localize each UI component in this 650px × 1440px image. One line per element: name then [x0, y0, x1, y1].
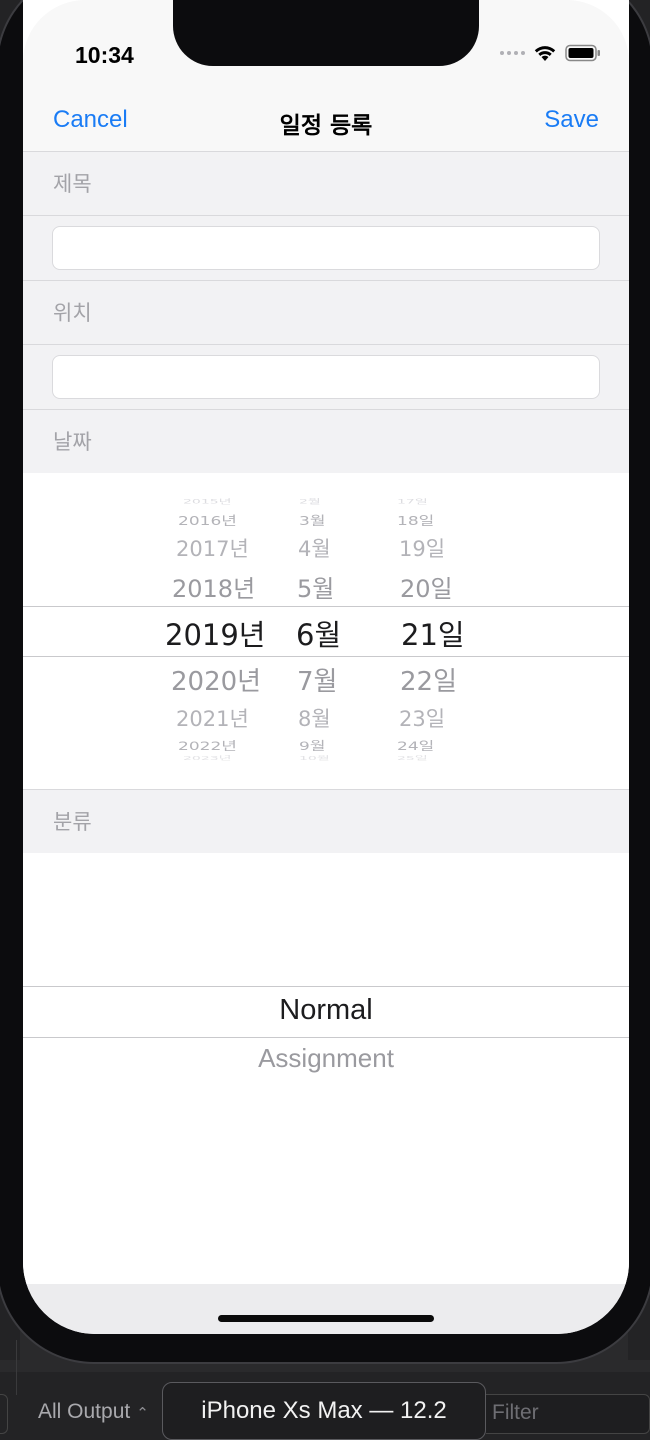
- category-option-selected[interactable]: Normal: [279, 994, 373, 1026]
- picker-edge-row: 2015년: [183, 497, 232, 506]
- simulator-screen: 10:34 Cancel 일정 등록 Save 제목 위치 날짜: [23, 0, 629, 1334]
- date-label: 날짜: [53, 430, 92, 454]
- picker-year-selected[interactable]: 2019년: [165, 618, 266, 652]
- category-picker[interactable]: Normal Assignment: [23, 853, 629, 1284]
- filter-input[interactable]: Filter: [486, 1394, 650, 1434]
- picker-selection-top: [23, 606, 629, 607]
- picker-edge-row: 25일: [397, 755, 428, 762]
- output-label: All Output: [38, 1400, 131, 1423]
- wifi-icon: [534, 46, 556, 61]
- title-field-row: [23, 215, 629, 280]
- location-label: 위치: [53, 301, 92, 325]
- location-section-header: 위치: [23, 280, 629, 344]
- picker-month-selected[interactable]: 6월: [296, 618, 342, 652]
- xcode-left-field: [0, 1394, 8, 1434]
- title-section-header: 제목: [23, 151, 629, 215]
- location-field-row: [23, 344, 629, 409]
- picker-edge-row: 2월: [299, 497, 321, 506]
- category-option[interactable]: Assignment: [258, 1043, 394, 1073]
- picker-month-item[interactable]: 4월: [298, 537, 331, 561]
- picker-selection-bottom: [23, 1037, 629, 1038]
- picker-day-item[interactable]: 20일: [400, 575, 453, 603]
- picker-day-item[interactable]: 23일: [399, 707, 446, 731]
- status-icons: [500, 44, 601, 62]
- picker-day-item[interactable]: 22일: [400, 667, 458, 697]
- picker-month-item[interactable]: 7월: [297, 667, 338, 697]
- title-label: 제목: [53, 172, 92, 196]
- status-time: 10:34: [75, 42, 134, 68]
- picker-year-item[interactable]: 2021년: [176, 707, 249, 731]
- picker-day-item[interactable]: 19일: [399, 537, 446, 561]
- battery-icon: [565, 44, 600, 62]
- save-button[interactable]: Save: [544, 106, 599, 133]
- home-indicator[interactable]: [218, 1315, 434, 1322]
- picker-edge-row: 10월: [299, 755, 330, 762]
- category-label: 분류: [53, 810, 92, 834]
- cancel-button[interactable]: Cancel: [53, 106, 128, 133]
- picker-selection-bottom: [23, 656, 629, 657]
- picker-day-item[interactable]: 24일: [397, 739, 435, 754]
- picker-month-item[interactable]: 5월: [297, 575, 335, 603]
- notch: [173, 0, 479, 66]
- picker-year-item[interactable]: 2022년: [178, 739, 237, 754]
- date-section-header: 날짜: [23, 409, 629, 473]
- output-selector[interactable]: All Output ⌃: [38, 1400, 149, 1424]
- picker-month-item[interactable]: 3월: [299, 513, 326, 529]
- picker-selection-top: [23, 986, 629, 987]
- signal-icon: [500, 51, 525, 55]
- page-title: 일정 등록: [279, 113, 373, 139]
- picker-year-item[interactable]: 2017년: [176, 537, 249, 561]
- location-input[interactable]: [52, 355, 600, 399]
- picker-month-item[interactable]: 8월: [298, 707, 331, 731]
- home-indicator-area: [23, 1284, 629, 1334]
- updown-chevron-icon: ⌃: [136, 1405, 149, 1422]
- picker-edge-row: 17일: [397, 497, 428, 506]
- picker-edge-row: 2023년: [183, 755, 232, 762]
- category-section-header: 분류: [23, 789, 629, 853]
- picker-year-item[interactable]: 2020년: [171, 667, 262, 697]
- device-selector[interactable]: iPhone Xs Max — 12.2: [162, 1382, 486, 1440]
- picker-day-selected[interactable]: 21일: [401, 618, 465, 652]
- divider: [16, 1340, 17, 1395]
- picker-day-item[interactable]: 18일: [397, 513, 435, 529]
- picker-year-item[interactable]: 2018년: [172, 575, 256, 603]
- date-picker[interactable]: 2015년 2월 17일 2016년 2017년 2018년 2019년 202…: [23, 473, 629, 789]
- title-input[interactable]: [52, 226, 600, 270]
- picker-year-item[interactable]: 2016년: [178, 513, 237, 529]
- picker-month-item[interactable]: 9월: [299, 739, 326, 754]
